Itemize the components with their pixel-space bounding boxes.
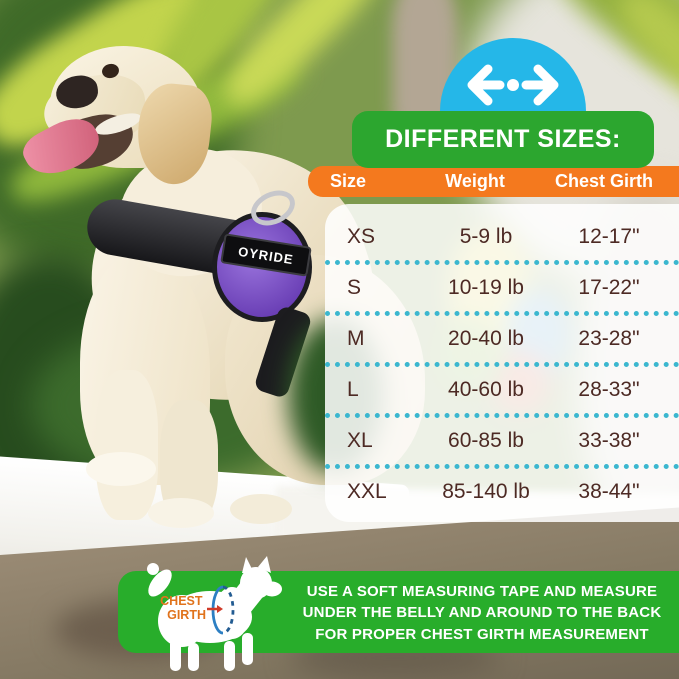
table-row: XXL 85-140 lb 38-44" [325,469,679,515]
girth-cell: 12-17" [578,225,640,248]
size-table-panel: XS 5-9 lb 12-17" S 10-19 lb 17-22" M 20-… [325,204,679,522]
weight-cell: 85-140 lb [442,480,530,503]
size-cell: S [347,276,362,299]
dotted-divider [325,413,679,418]
chest-girth-label: CHEST GIRTH [160,594,206,622]
girth-line-dashed [222,585,235,635]
table-row: S 10-19 lb 17-22" [325,265,679,311]
table-row: M 20-40 lb 23-28" [325,316,679,362]
size-cell: XS [347,225,376,248]
dog-front-leg [96,370,158,520]
girth-cell: 17-22" [578,276,640,299]
girth-cell: 38-44" [578,480,640,503]
measuring-note-text: USE A SOFT MEASURING TAPE AND MEASURE UN… [296,581,668,645]
header-chest-girth: Chest Girth [554,171,653,191]
table-row: L 40-60 lb 28-33" [325,367,679,413]
size-cell: L [347,378,359,401]
weight-cell: 10-19 lb [448,276,524,299]
note-line: UNDER THE BELLY AND AROUND TO THE BACK [302,604,662,622]
dog-paw [148,498,214,528]
weight-cell: 60-85 lb [448,429,524,452]
girth-cell: 28-33" [578,378,640,401]
girth-cell: 23-28" [578,327,640,350]
girth-cell: 33-38" [578,429,640,452]
table-header-bar: Size Weight Chest Girth [308,166,679,197]
dog-silhouette-icon: CHEST GIRTH [147,556,282,671]
horizontal-resize-arrows-icon [467,64,559,106]
header-size: Size [330,171,367,191]
weight-cell: 40-60 lb [448,378,524,401]
header-weight: Weight [445,171,505,191]
size-cell: M [347,327,365,350]
dog-paw [86,452,156,486]
pointer-arrow-head [217,605,223,613]
note-line: USE A SOFT MEASURING TAPE AND MEASURE [306,583,658,600]
weight-cell: 5-9 lb [459,225,513,248]
weight-cell: 20-40 lb [448,327,524,350]
note-line: FOR PROPER CHEST GIRTH MEASUREMENT [315,625,649,643]
size-cell: XXL [347,480,387,503]
dotted-divider [325,260,679,265]
different-sizes-banner: DIFFERENT SIZES: [352,111,654,168]
dotted-divider [325,464,679,469]
dotted-divider [325,362,679,367]
dotted-divider [325,311,679,316]
size-cell: XL [347,429,373,452]
table-row: XS 5-9 lb 12-17" [325,214,679,260]
dog-paw [230,494,292,524]
table-row: XL 60-85 lb 33-38" [325,418,679,464]
